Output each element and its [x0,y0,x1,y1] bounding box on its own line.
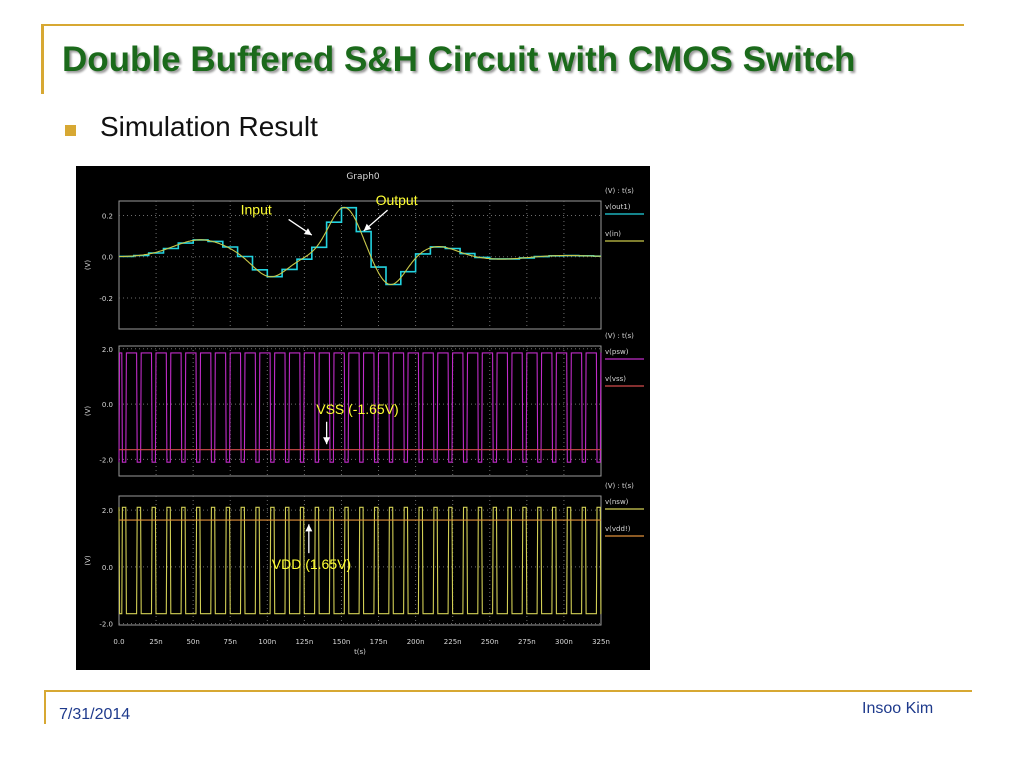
plot-frame-panel-1 [118,200,602,330]
x-tick-label: 325n [592,638,610,646]
y-tick-label: 0.0 [102,564,113,572]
y-tick-label: 2.0 [102,346,113,354]
legend-entry-label: v(vss) [605,375,626,383]
x-tick-label: 200n [407,638,425,646]
x-tick-label: 300n [555,638,573,646]
series-v-psw--trace [118,352,602,463]
footer-date: 7/31/2014 [59,706,131,723]
footer-accent-bar [44,692,46,724]
title-rule [44,24,964,26]
legend-entry-label: v(vdd!) [605,525,631,533]
series-v-out1--trace [119,206,601,286]
legend-entry-label: v(out1) [605,203,631,211]
chart-title: Graph0 [346,172,380,182]
y-axis-label: (V) [84,555,92,566]
x-tick-label: 175n [370,638,388,646]
x-tick-label: 100n [258,638,276,646]
title-accent-bar [41,24,44,94]
legend-entry-label: v(nsw) [605,498,629,506]
y-tick-label: -0.2 [99,295,113,303]
x-tick-label: 25n [149,638,162,646]
footer-rule [44,690,972,692]
annotation-label: VDD (1.65V) [272,556,351,572]
simulation-chart-svg: Graph0 0.2 0.0 -0.2 (V) (V) : t(s) v(out1) v(in… [84,172,644,656]
annotation-arrowhead [363,223,372,231]
simulation-graph: Graph0 0.2 0.0 -0.2 (V) (V) : t(s) v(out1) v(in… [76,166,650,670]
y-tick-label: 2.0 [102,507,113,515]
annotation-arrowhead [323,437,331,445]
x-tick-label: 250n [481,638,499,646]
x-tick-label: 225n [444,638,462,646]
x-tick-label: 0.0 [113,638,124,646]
x-tick-label: 75n [224,638,237,646]
y-axis-label: (V) [84,406,92,417]
y-tick-label: -2.0 [99,621,113,629]
x-tick-label: 150n [333,638,351,646]
y-tick-label: -2.0 [99,456,113,464]
x-tick-label: 275n [518,638,536,646]
legend-entry-label: v(psw) [605,348,629,356]
annotation-label: Input [241,201,272,217]
slide-title: Double Buffered S&H Circuit with CMOS Sw… [62,40,856,79]
x-axis-label: t(s) [354,648,366,656]
annotation-arrowhead [305,524,313,532]
y-tick-label: 0.0 [102,254,113,262]
bullet-marker [65,125,76,136]
y-tick-label: 0.2 [102,212,113,220]
footer-author: Insoo Kim [862,700,934,717]
x-tick-label: 125n [295,638,313,646]
series-v-in--trace [119,206,601,286]
annotation-label: VSS (-1.65V) [316,401,398,417]
annotation-label: Output [376,192,418,208]
series-v-nsw--trace [118,506,602,615]
bullet-simulation-result: Simulation Result [100,111,318,142]
legend-header: (V) : t(s) [605,482,634,490]
legend-entry-label: v(in) [605,230,621,238]
legend-header: (V) : t(s) [605,332,634,340]
x-tick-label: 50n [186,638,199,646]
y-tick-label: 0.0 [102,401,113,409]
annotation-arrowhead [304,228,312,236]
legend-header: (V) : t(s) [605,187,634,195]
y-axis-label: (V) [84,260,92,271]
